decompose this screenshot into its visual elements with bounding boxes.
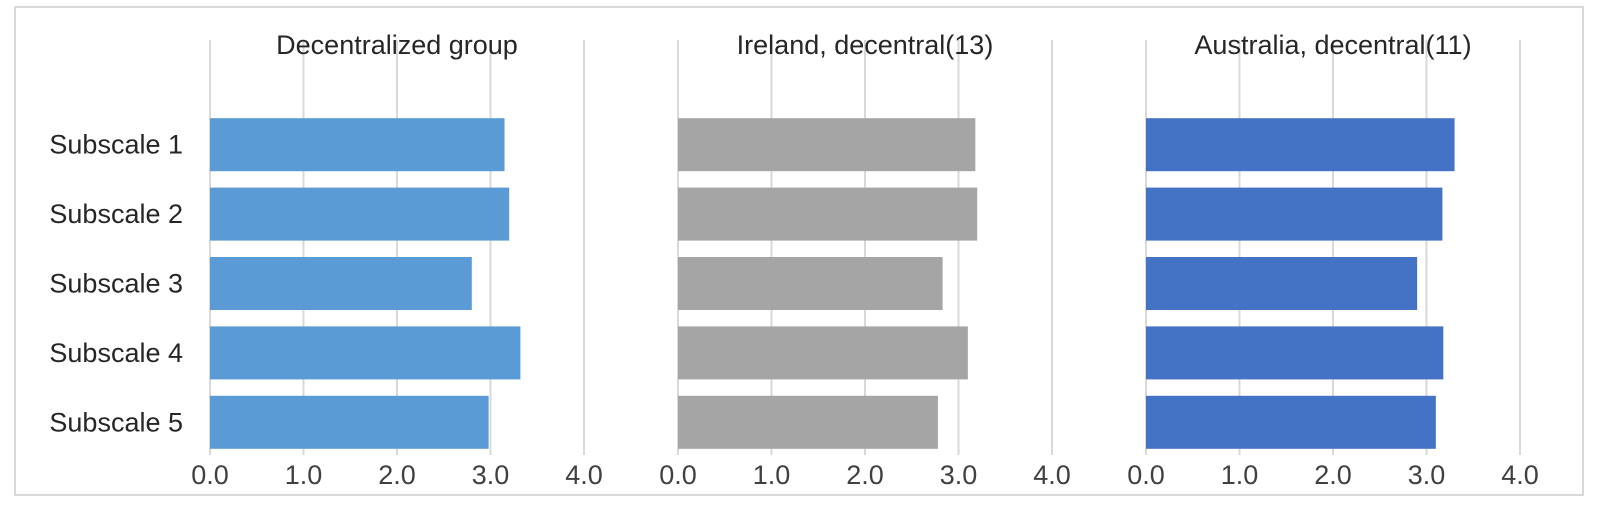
x-tick-label: 1.0 [1221,460,1259,490]
x-tick-label: 0.0 [659,460,697,490]
x-tick-label: 3.0 [1408,460,1446,490]
bar-3 [1146,257,1418,310]
bar-1 [210,118,505,172]
x-tick-label: 3.0 [472,460,510,490]
bar-3 [210,257,472,310]
bar-5 [1146,395,1436,449]
x-tick-label: 4.0 [1501,460,1539,490]
bar-2 [1146,187,1443,241]
bar-2 [210,187,510,241]
bar-1 [1146,118,1455,172]
category-label: Subscale 1 [49,130,183,160]
bar-5 [210,395,489,449]
category-label: Subscale 3 [49,269,183,299]
x-tick-label: 1.0 [753,460,791,490]
category-label: Subscale 2 [49,199,183,229]
x-tick-label: 0.0 [191,460,229,490]
category-label: Subscale 4 [49,338,183,368]
x-tick-label: 4.0 [565,460,603,490]
bar-4 [1146,326,1444,380]
bar-4 [210,326,521,380]
x-tick-label: 0.0 [1127,460,1165,490]
bar-4 [678,326,968,380]
x-tick-label: 2.0 [378,460,416,490]
x-tick-label: 1.0 [285,460,323,490]
panel-title: Australia, decentral(11) [1194,30,1471,60]
bar-3 [678,257,943,310]
x-tick-label: 2.0 [846,460,884,490]
bar-1 [678,118,976,172]
x-tick-label: 3.0 [940,460,978,490]
x-tick-label: 4.0 [1033,460,1071,490]
category-label: Subscale 5 [49,407,183,437]
x-tick-label: 2.0 [1314,460,1352,490]
panel-title: Ireland, decentral(13) [737,30,994,60]
bar-5 [678,395,938,449]
bar-2 [678,187,978,241]
panel-title: Decentralized group [276,30,518,60]
